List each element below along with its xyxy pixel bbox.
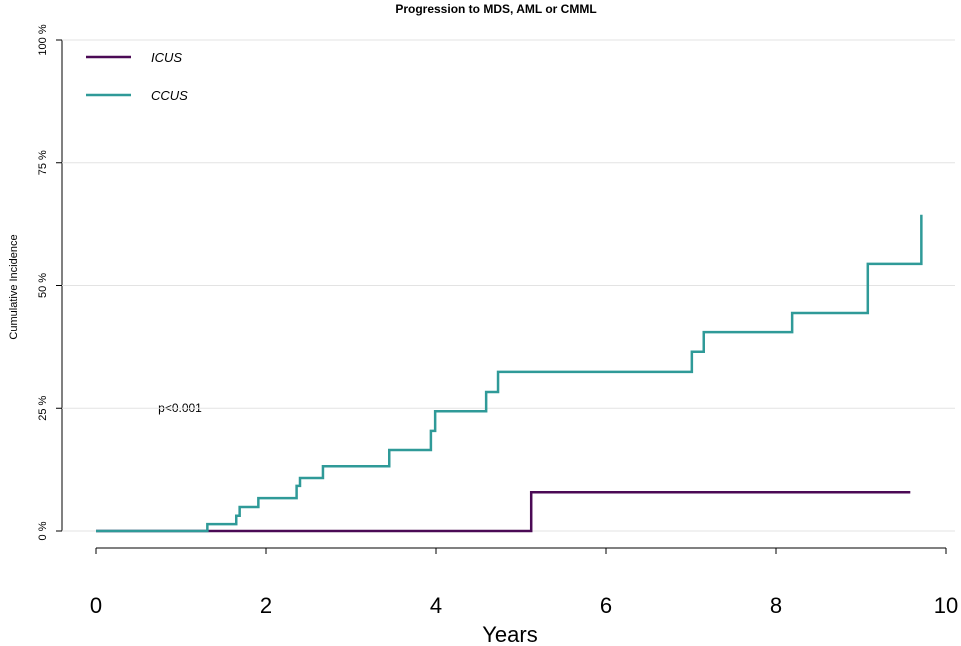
x-axis-label: Years — [482, 622, 537, 646]
x-tick-label: 2 — [260, 593, 272, 618]
y-tick-label: 75 % — [37, 150, 49, 175]
legend-label: ICUS — [151, 50, 182, 65]
y-tick-label: 0 % — [37, 521, 49, 540]
x-tick-label: 0 — [90, 593, 102, 618]
y-tick-label: 50 % — [37, 273, 49, 298]
x-tick-label: 4 — [430, 593, 442, 618]
chart-title: Progression to MDS, AML or CMML — [395, 2, 596, 16]
x-tick-label: 10 — [934, 593, 958, 618]
step-line — [96, 214, 923, 533]
legend-label: CCUS — [151, 88, 188, 103]
y-axis-label: Cumulative Incidence — [8, 234, 20, 339]
y-tick-label: 100 % — [37, 24, 49, 55]
y-tick-label: 25 % — [37, 395, 49, 420]
step-line — [96, 490, 911, 533]
x-tick-label: 8 — [770, 593, 782, 618]
x-tick-label: 6 — [600, 593, 612, 618]
